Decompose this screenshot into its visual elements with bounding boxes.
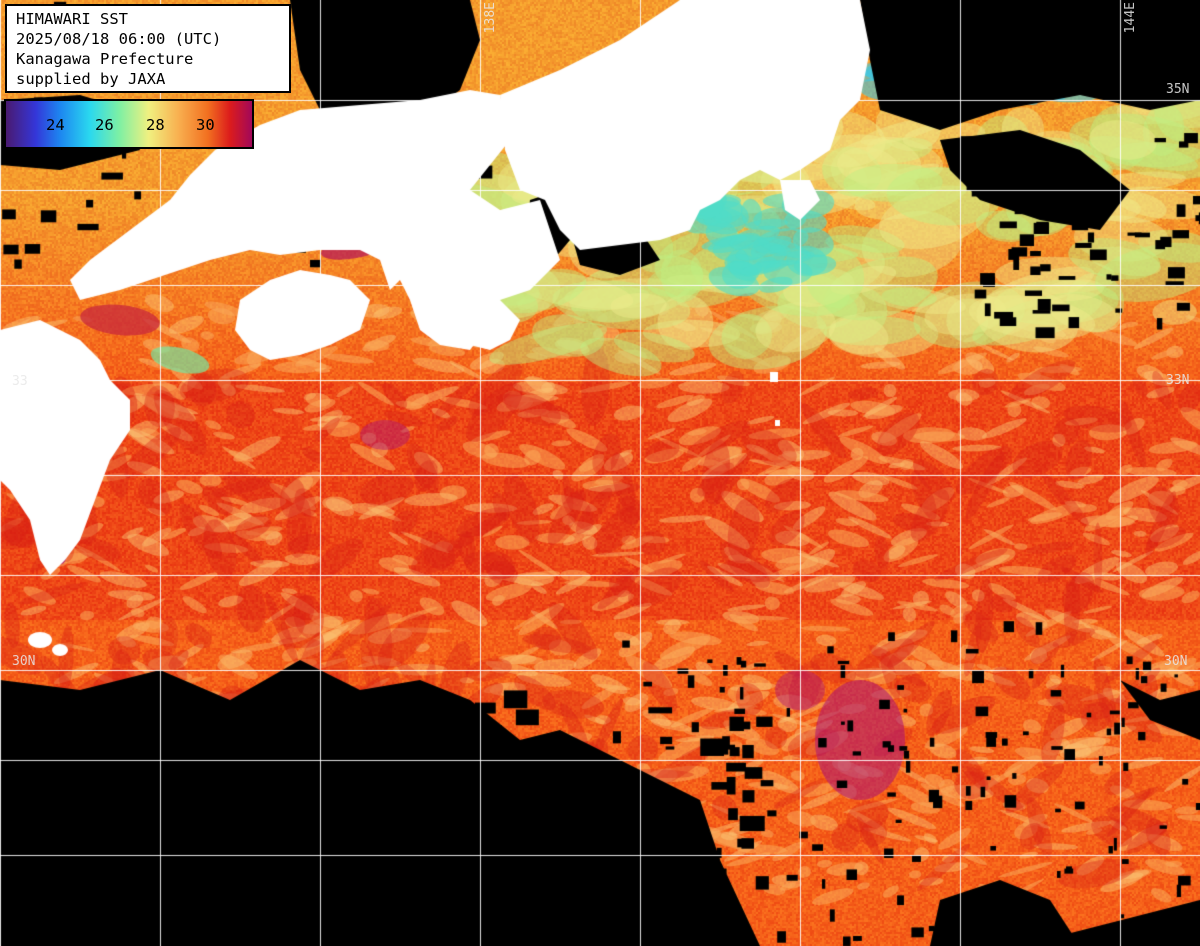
- lon-label-top-mid: 138E: [483, 2, 498, 34]
- info-box: HIMAWARI SST 2025/08/18 06:00 (UTC) Kana…: [5, 4, 291, 93]
- scale-label-24: 24: [46, 116, 65, 134]
- lat-label-35n-right: 35N: [1166, 82, 1190, 97]
- scale-label-28: 28: [146, 116, 165, 134]
- lat-label-33n-right: 33N: [1166, 373, 1190, 388]
- region-label: Kanagawa Prefecture: [16, 50, 194, 68]
- scale-label-30: 30: [196, 116, 215, 134]
- observation-timestamp: 2025/08/18 06:00 (UTC): [16, 30, 222, 48]
- lat-label-33-left: 33: [12, 374, 28, 389]
- lat-label-30n-right: 30N: [1164, 654, 1188, 669]
- lat-label-30n-left: 30N: [12, 654, 36, 669]
- product-title: HIMAWARI SST: [16, 10, 128, 28]
- data-source-credit: supplied by JAXA: [16, 70, 166, 88]
- lon-label-top-right: 144E: [1123, 2, 1138, 34]
- color-scale-legend: 24 26 28 30: [4, 99, 254, 149]
- scale-label-26: 26: [95, 116, 114, 134]
